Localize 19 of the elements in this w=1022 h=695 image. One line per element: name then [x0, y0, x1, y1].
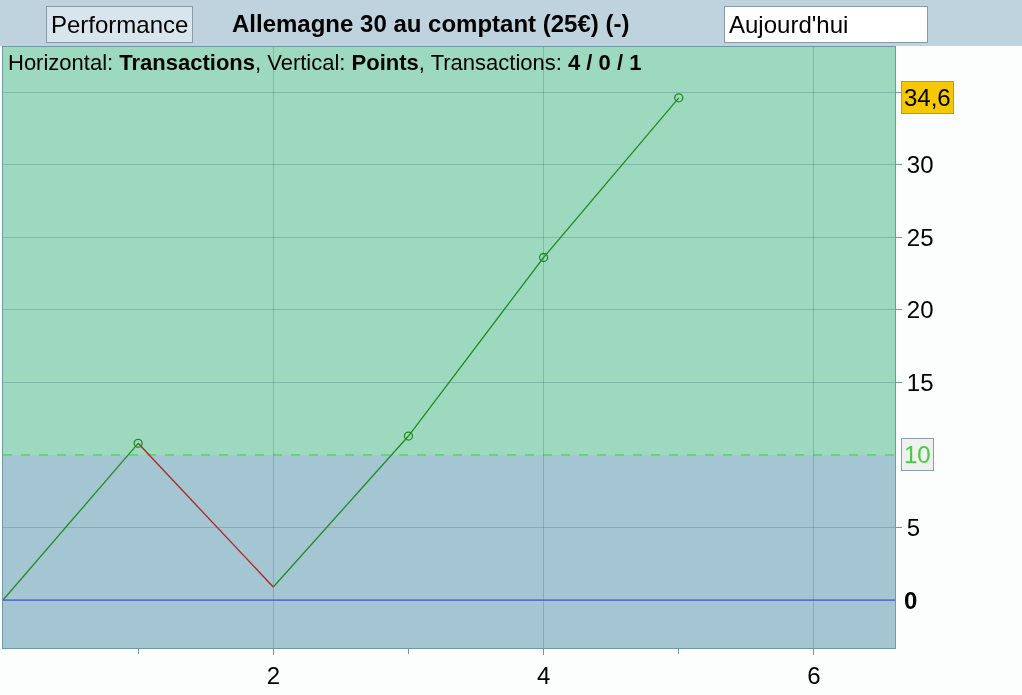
point	[403, 431, 414, 441]
ref-line-label: 10	[904, 441, 931, 468]
point	[674, 93, 684, 103]
x-tick-label: 4	[536, 661, 551, 689]
y-tick-label: 30	[906, 150, 934, 178]
text: Performance	[51, 11, 189, 38]
y-tick-label: 15	[906, 368, 934, 396]
x-tick-label: 6	[807, 661, 821, 689]
y-tick-label: 20	[906, 296, 934, 324]
chart-subtitle: Horizontal: Transactions, Vertical: Points, Transactions: 4 / 0 / 1	[8, 50, 642, 75]
chart-title: Allemagne 30 au comptant (25€) (-)	[232, 10, 630, 38]
x-tick-label: 2	[266, 661, 280, 689]
point	[133, 438, 143, 448]
y-tick-label: 5	[906, 513, 921, 541]
text: 34,6	[904, 84, 951, 111]
ref-line-label: 0	[904, 587, 918, 614]
y-tick-label: 25	[906, 223, 934, 251]
point	[538, 252, 549, 263]
text: Aujourd'hui	[729, 11, 849, 38]
